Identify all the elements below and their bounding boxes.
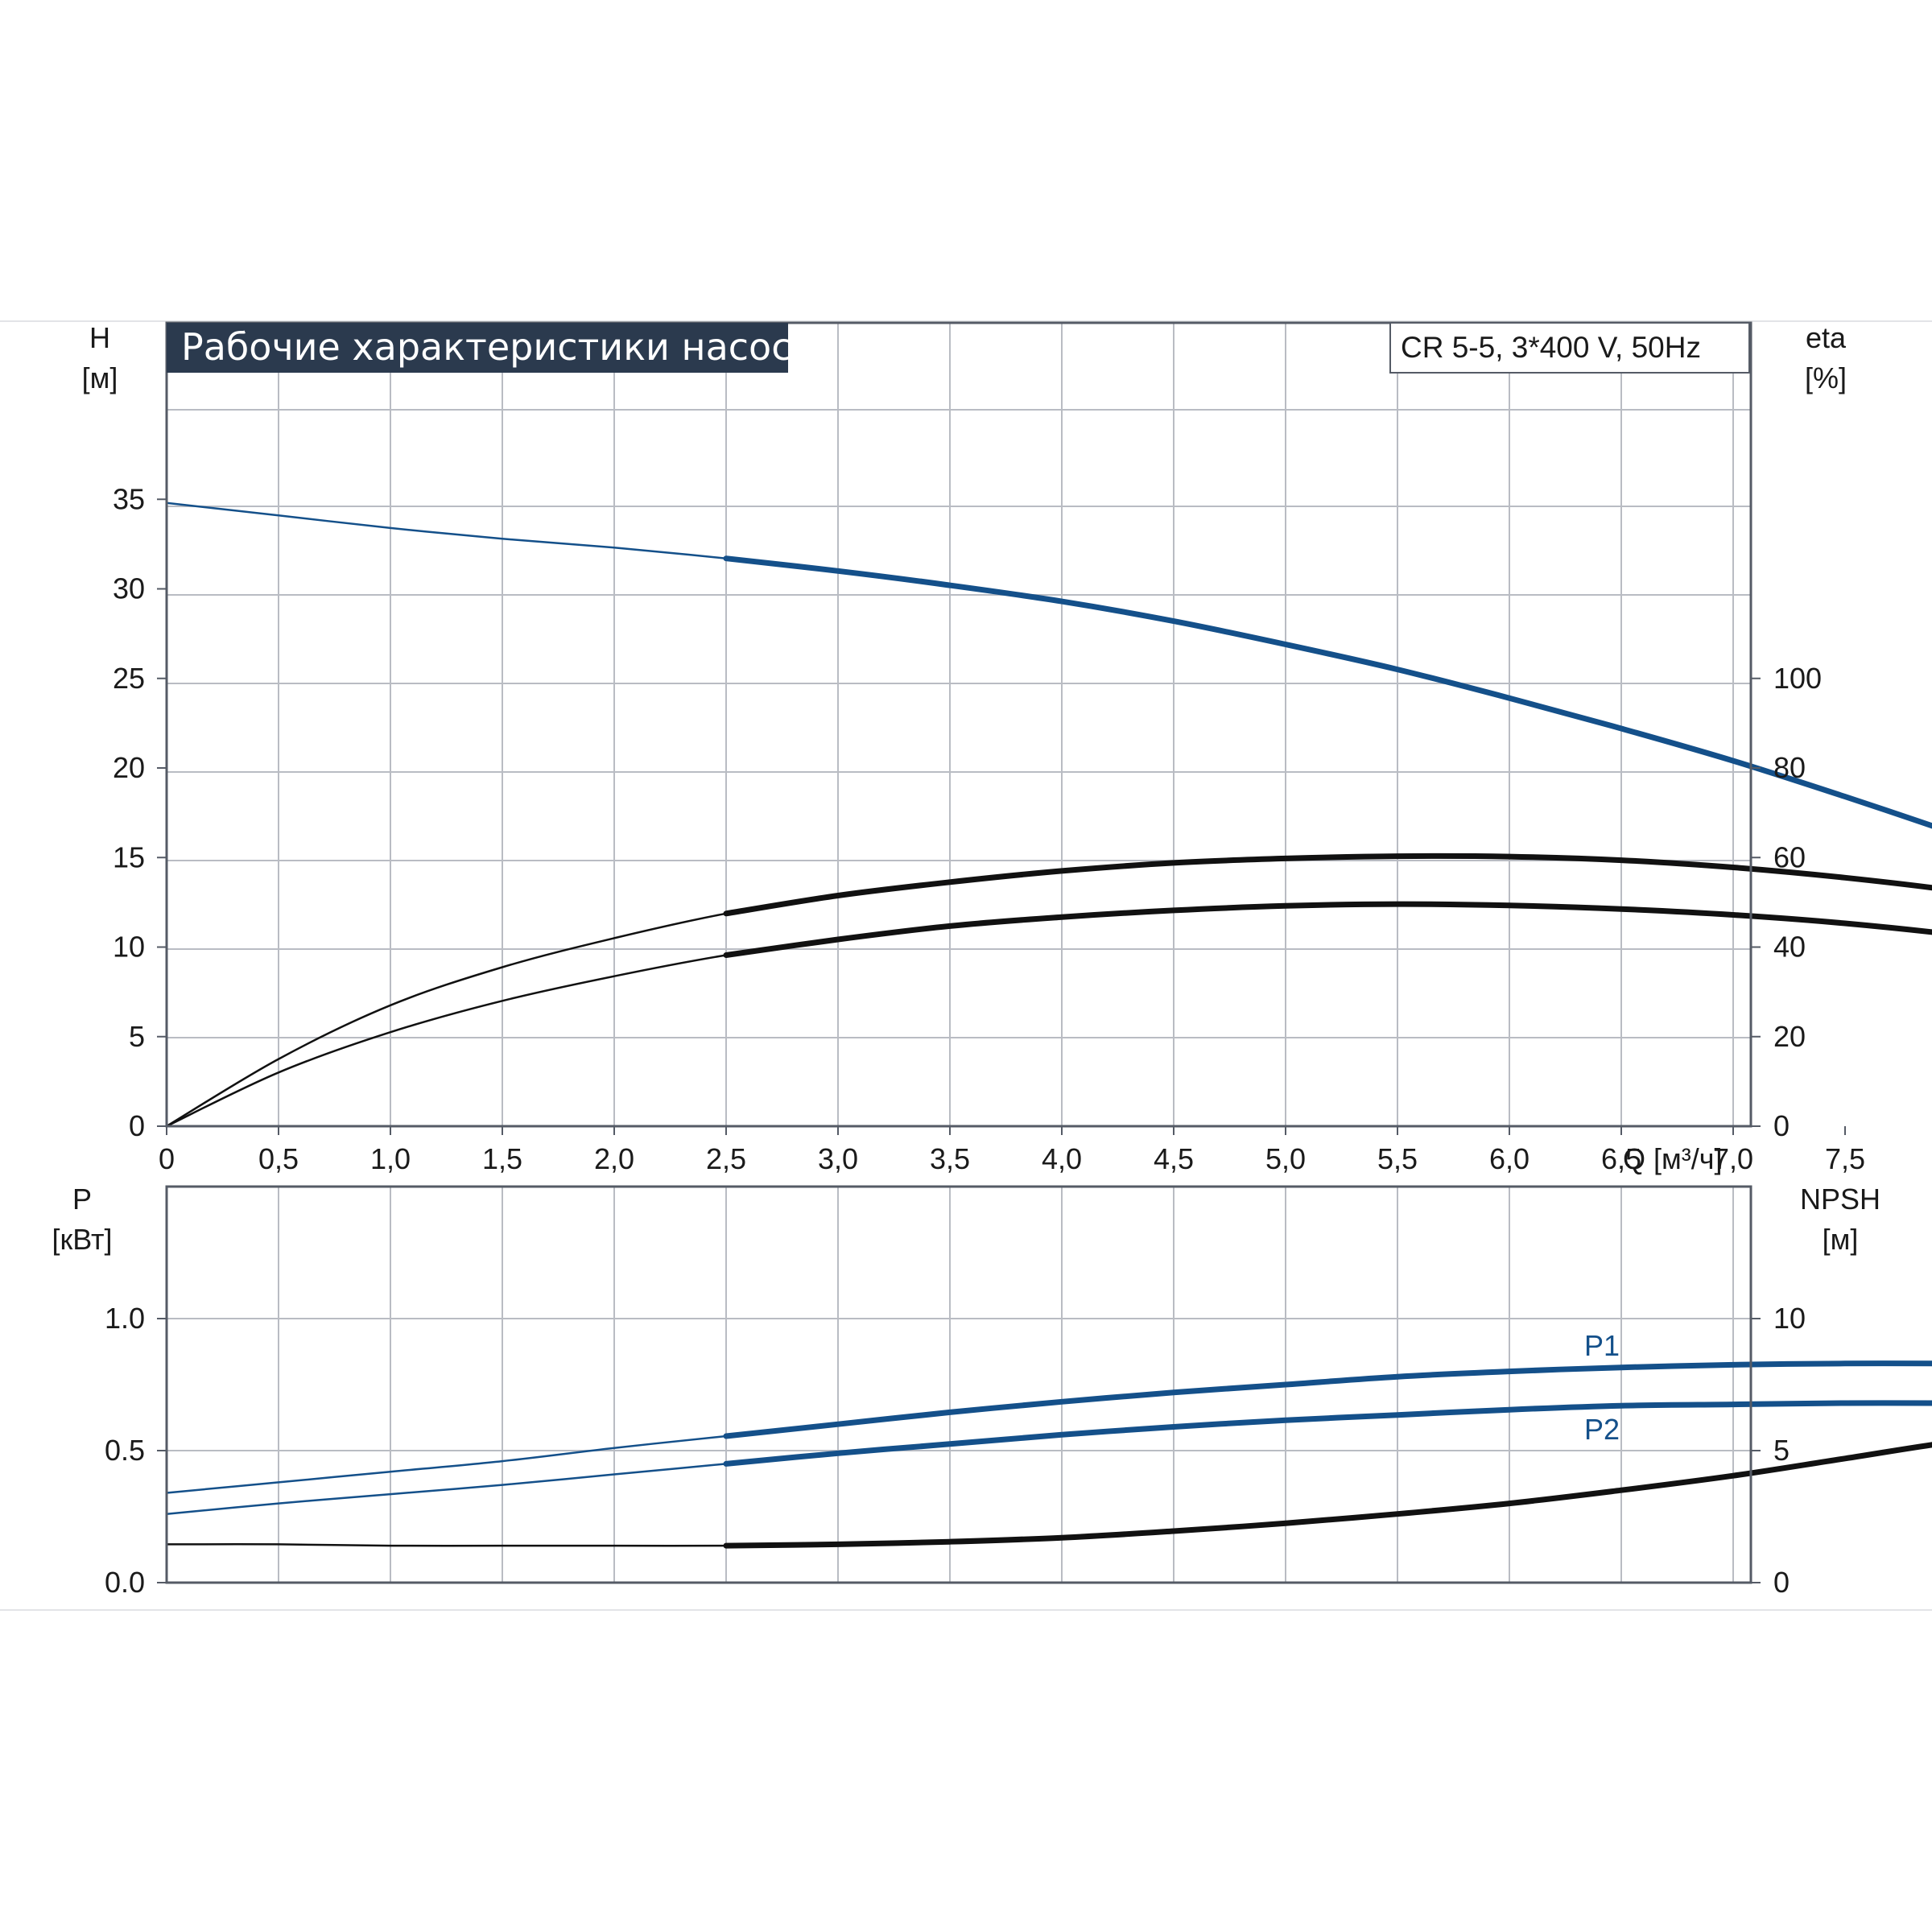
- x-tick-label: 2,5: [706, 1142, 746, 1175]
- upper-left-tick-label: 25: [113, 662, 145, 695]
- lower-series-0-bold: [723, 1360, 1932, 1439]
- x-tick-label: 7,0: [1713, 1142, 1753, 1175]
- x-tick-label: 5,0: [1265, 1142, 1306, 1175]
- upper-left-tick-label: 15: [113, 840, 145, 873]
- x-tick-label: 7,5: [1825, 1142, 1865, 1175]
- x-tick-label: 4,0: [1042, 1142, 1082, 1175]
- title-box: [167, 323, 788, 373]
- lower-series-1-thin: [165, 1402, 1932, 1515]
- upper-left-tick-label: 5: [129, 1020, 145, 1053]
- lower-left-tick-label: 1.0: [105, 1302, 145, 1335]
- upper-curves: [165, 502, 1932, 1128]
- upper-right-tick-label: 100: [1773, 662, 1822, 695]
- lower-left-axis-label-line1: P: [72, 1183, 92, 1216]
- x-tick-label: 0,5: [258, 1142, 299, 1175]
- lower-left-axis-label-line2: [кВт]: [52, 1223, 112, 1256]
- upper-left-ticks: 0 5 10 15 20 25 30 35: [113, 482, 167, 1142]
- upper-right-axis-label-line2: [%]: [1805, 361, 1847, 394]
- model-box: [1389, 322, 1750, 374]
- lower-curves: [165, 1360, 1932, 1549]
- x-tick-label: 3,0: [818, 1142, 858, 1175]
- upper-right-axis-label-line1: eta: [1806, 321, 1847, 354]
- lower-series-1-bold: [723, 1400, 1932, 1467]
- lower-grid: [167, 1186, 1751, 1583]
- lower-series-0-thin: [165, 1362, 1932, 1494]
- lower-series-2-thin: [165, 1443, 1932, 1547]
- lower-right-axis-label-line1: NPSH: [1800, 1183, 1880, 1216]
- upper-left-tick-label: 10: [113, 931, 145, 964]
- lower-left-tick-label: 0.0: [105, 1566, 145, 1599]
- x-tick-label: 1,0: [370, 1142, 411, 1175]
- upper-right-tick-label: 60: [1773, 840, 1806, 873]
- chart-title: Рабочие характеристики насоса: [181, 325, 815, 369]
- lower-right-tick-label: 0: [1773, 1566, 1790, 1599]
- x-tick-label: 1,5: [482, 1142, 522, 1175]
- upper-series-1-thin: [165, 855, 1932, 1128]
- x-tick-label: 2,0: [594, 1142, 634, 1175]
- upper-series-2-thin: [165, 902, 1932, 1128]
- upper-left-tick-label: 20: [113, 751, 145, 784]
- x-tick-label: 6,0: [1489, 1142, 1530, 1175]
- upper-right-tick-label: 40: [1773, 931, 1806, 964]
- lower-right-ticks: 0 5 10: [1751, 1302, 1806, 1599]
- upper-series-0-thin: [165, 502, 1932, 827]
- lower-right-tick-label: 10: [1773, 1302, 1806, 1335]
- lower-series-2-bold: [723, 1442, 1932, 1549]
- upper-series-1-bold: [723, 852, 1932, 917]
- lower-right-axis-label-line2: [м]: [1823, 1223, 1859, 1256]
- upper-frame: [165, 321, 1752, 1128]
- upper-left-axis-label-line2: [м]: [82, 361, 118, 394]
- x-tick-label: 5,5: [1377, 1142, 1418, 1175]
- series-label-p2: P2: [1584, 1413, 1620, 1446]
- lower-left-ticks: 0.0 0.5 1.0: [105, 1302, 167, 1599]
- x-axis-label: Q [м³/ч]: [1623, 1142, 1723, 1175]
- upper-right-tick-label: 0: [1773, 1109, 1790, 1142]
- lower-right-tick-label: 5: [1773, 1434, 1790, 1467]
- series-label-p1: P1: [1584, 1329, 1620, 1362]
- upper-right-tick-label: 20: [1773, 1020, 1806, 1053]
- x-tick-label: 0: [159, 1142, 175, 1175]
- upper-panel: 0 5 10 15 20 25 30 35 0 20 40 60 80 100 0 0,5 1,0 1,5 2,…: [82, 321, 1932, 1175]
- model-label: CR 5-5, 3*400 V, 50Hz: [1401, 331, 1701, 364]
- lower-left-tick-label: 0.5: [105, 1434, 145, 1467]
- upper-x-ticks: 0 0,5 1,0 1,5 2,0 2,5 3,0 3,5 4,0 4,5 5,0 5,5 6,0 6,5…: [159, 1126, 1865, 1175]
- upper-left-tick-label: 35: [113, 482, 145, 515]
- upper-right-tick-label: 80: [1773, 751, 1806, 784]
- upper-series-2-bold: [723, 901, 1932, 958]
- lower-panel: 0.0 0.5 1.0 0 5 10 P [кВт] NPSH [м] P1 P2: [52, 1183, 1932, 1599]
- upper-series-0-bold: [723, 555, 1932, 829]
- upper-right-ticks: 0 20 40 60 80 100: [1751, 662, 1822, 1142]
- lower-frame: [165, 1185, 1752, 1584]
- upper-left-tick-label: 0: [129, 1109, 145, 1142]
- upper-left-tick-label: 30: [113, 572, 145, 605]
- x-tick-label: 4,5: [1154, 1142, 1194, 1175]
- x-tick-label: 3,5: [930, 1142, 970, 1175]
- x-tick-label: 6,5: [1601, 1142, 1641, 1175]
- upper-grid: [167, 322, 1751, 1127]
- upper-left-axis-label-line1: H: [89, 321, 110, 354]
